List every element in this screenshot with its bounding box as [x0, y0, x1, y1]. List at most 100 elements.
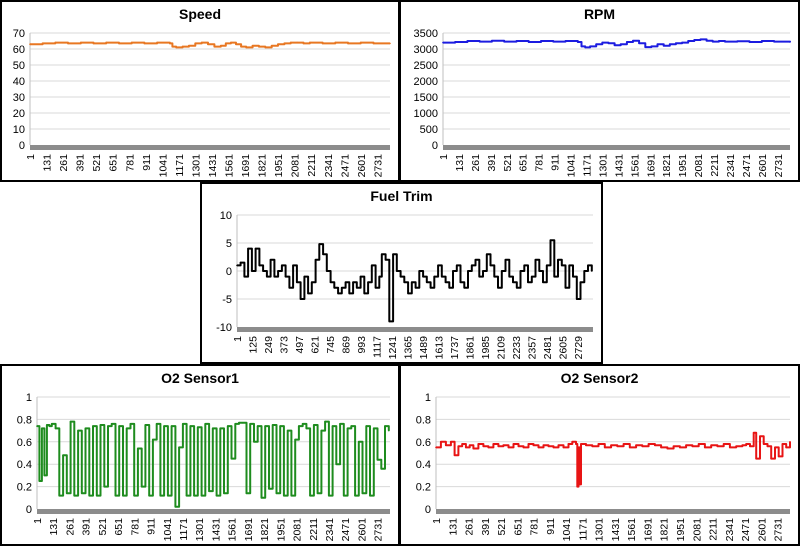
data-point — [107, 425, 109, 427]
data-point — [789, 441, 791, 443]
data-point — [396, 270, 398, 272]
x-tick-label: 1171 — [582, 154, 594, 177]
data-point — [755, 457, 757, 460]
data-point — [547, 445, 550, 448]
data-point — [749, 445, 751, 448]
data-point — [718, 40, 720, 42]
x-tick-label: 2731 — [372, 154, 384, 178]
data-point — [339, 423, 341, 425]
data-point — [489, 264, 492, 267]
x-tick-label: 2471 — [340, 518, 352, 542]
y-tick-label: 3500 — [414, 28, 438, 40]
data-point — [471, 264, 473, 267]
data-point — [773, 40, 775, 43]
x-tick-label: 2341 — [724, 518, 736, 542]
data-point — [249, 423, 251, 425]
data-point — [163, 425, 165, 427]
data-point — [572, 275, 574, 278]
data-point — [507, 446, 510, 449]
y-tick-label: 0.4 — [416, 459, 431, 471]
data-point — [454, 41, 456, 43]
data-point — [133, 494, 135, 497]
data-point — [564, 40, 567, 42]
x-tick-label: 911 — [550, 154, 562, 171]
data-point — [567, 443, 570, 445]
o2-sensor2-chart: 0 0.2 0.4 0.6 0.8 1 1 131 261 391 521 651 781 911 1041… — [416, 392, 791, 542]
data-point — [557, 444, 560, 446]
x-axis-bar — [237, 327, 593, 332]
data-point — [388, 320, 391, 323]
data-point — [239, 261, 242, 264]
x-tick-label: 993 — [356, 336, 368, 354]
data-point — [482, 270, 484, 272]
data-point — [321, 42, 324, 45]
y-tick-label: 0.8 — [17, 414, 32, 426]
x-tick-label: 391 — [81, 518, 93, 536]
data-point — [204, 423, 207, 425]
data-point — [597, 443, 600, 445]
x-tick-label: 621 — [309, 336, 321, 354]
data-point — [403, 281, 406, 283]
data-point — [137, 447, 139, 450]
data-point — [81, 492, 83, 495]
data-point — [580, 443, 582, 445]
x-tick-label: 651 — [113, 518, 125, 536]
data-point — [281, 264, 283, 267]
data-point — [635, 444, 637, 446]
data-point — [384, 259, 387, 261]
data-point — [666, 447, 669, 450]
data-point — [213, 45, 216, 48]
data-point — [318, 243, 321, 245]
data-point — [41, 42, 44, 45]
data-point — [275, 492, 278, 495]
x-tick-label: 1241 — [387, 336, 399, 360]
data-point — [373, 427, 375, 430]
series-line — [443, 38, 791, 49]
data-point — [227, 425, 229, 427]
data-point — [256, 425, 259, 427]
data-point — [579, 281, 582, 283]
data-point — [67, 42, 69, 45]
data-point — [372, 42, 375, 45]
x-tick-label: 391 — [480, 518, 492, 536]
data-point — [389, 42, 391, 45]
x-tick-label: 131 — [454, 154, 466, 172]
data-point — [264, 425, 267, 427]
data-point — [571, 441, 574, 443]
y-tick-label: 0.8 — [416, 414, 431, 426]
data-point — [407, 292, 409, 295]
data-point — [356, 287, 358, 289]
data-point — [343, 494, 345, 497]
fuel-trim-chart: -10 -5 0 5 10 1 125 249 373 497 621 745 869 993 1117 12… — [216, 210, 593, 360]
x-tick-label: 2109 — [495, 336, 507, 360]
y-tick-label: 0.2 — [17, 482, 32, 494]
data-point — [453, 454, 456, 456]
data-point — [322, 253, 324, 255]
data-point — [418, 270, 421, 272]
data-point — [501, 270, 503, 272]
series-line — [237, 239, 593, 323]
data-point — [251, 45, 254, 47]
data-point — [212, 427, 214, 430]
data-point — [288, 287, 291, 289]
data-point — [604, 446, 606, 449]
x-tick-label: 781 — [124, 154, 136, 172]
x-tick-label: 2081 — [290, 154, 302, 178]
data-point — [759, 435, 761, 437]
chart-title: Fuel Trim — [370, 188, 433, 204]
data-point — [504, 259, 507, 261]
data-point — [641, 445, 644, 448]
data-point — [766, 445, 769, 448]
x-tick-label: 911 — [545, 518, 557, 535]
data-point — [240, 45, 242, 48]
y-tick-label: 70 — [13, 28, 25, 40]
y-tick-label: -10 — [216, 322, 232, 334]
data-point — [169, 42, 171, 45]
data-point — [465, 446, 467, 449]
x-tick-label: 2341 — [324, 518, 336, 542]
x-tick-label: 2357 — [526, 336, 538, 360]
y-tick-label: 500 — [420, 124, 438, 136]
x-tick-label: 1171 — [577, 518, 589, 541]
data-point — [258, 264, 261, 267]
data-point — [251, 270, 253, 272]
